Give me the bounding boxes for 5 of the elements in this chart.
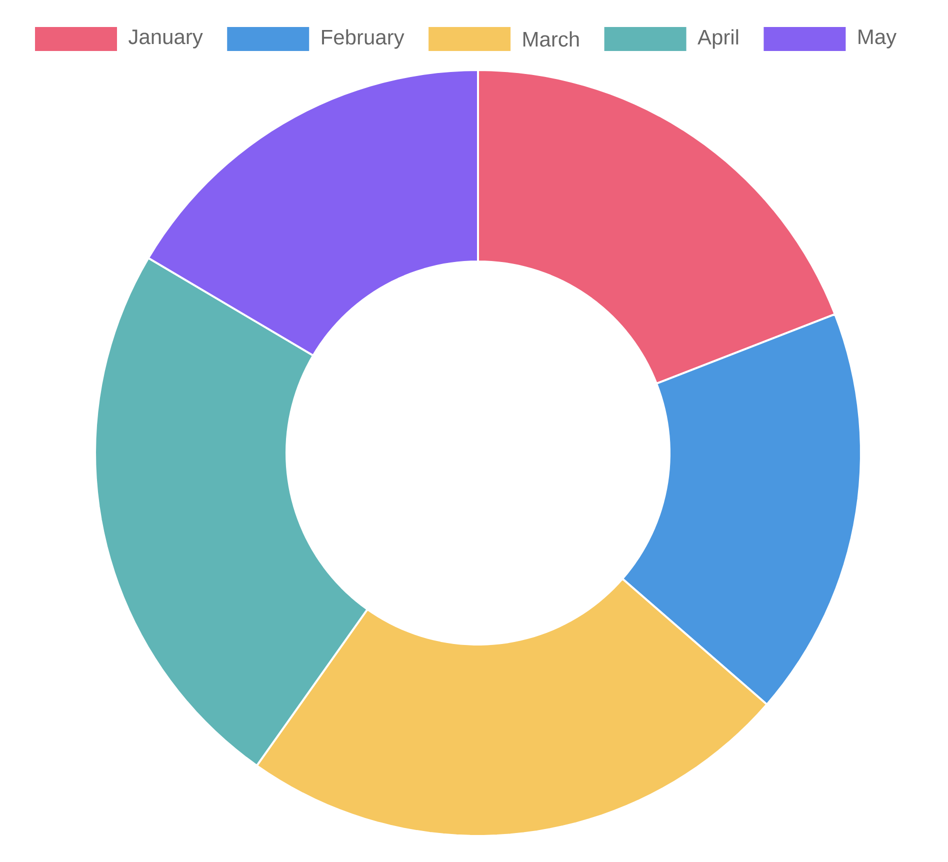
legend-label: February [322, 29, 404, 49]
legend-label: January [128, 30, 203, 48]
legend-label: May [858, 30, 897, 48]
legend-label: March [523, 31, 579, 47]
legend-label: April [698, 29, 738, 49]
